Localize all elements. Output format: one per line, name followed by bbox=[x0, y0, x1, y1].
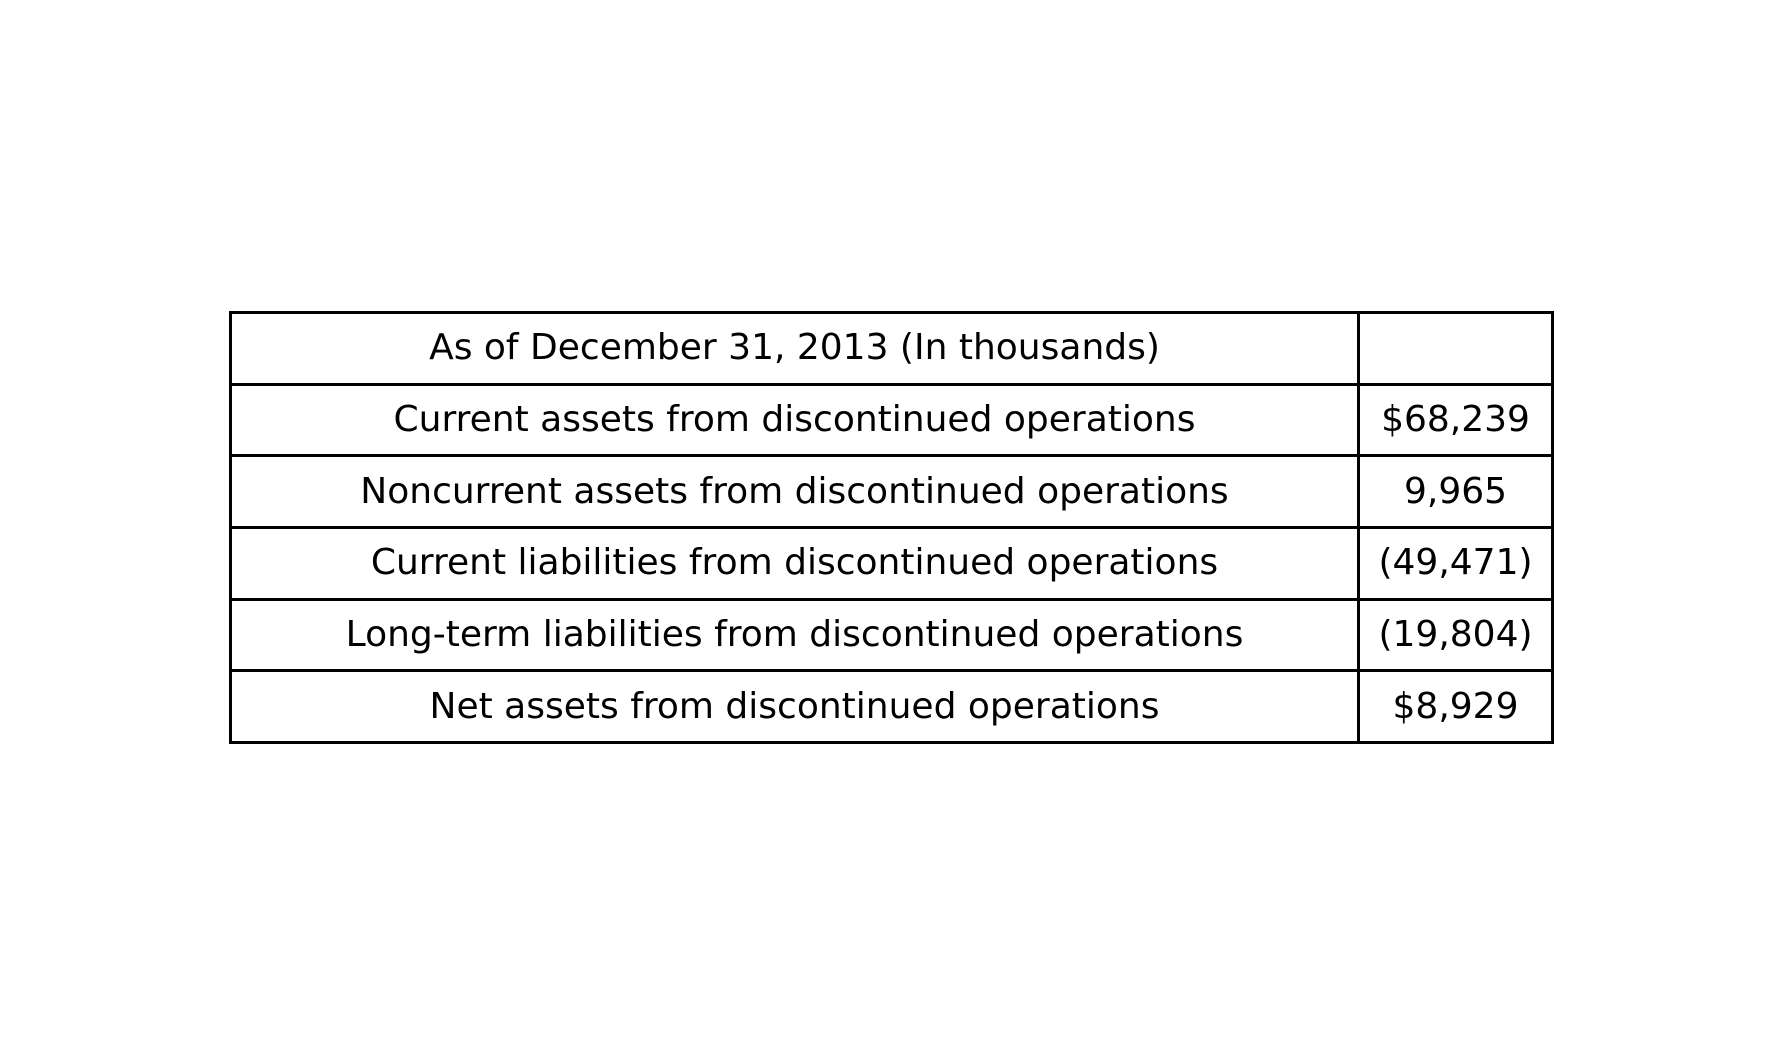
table-row: Current liabilities from discontinued op… bbox=[229, 525, 1554, 601]
row-label-cell: Current liabilities from discontinued op… bbox=[229, 525, 1360, 601]
row-value-cell: 9,965 bbox=[1357, 454, 1554, 529]
row-value-cell: $8,929 bbox=[1357, 669, 1554, 744]
financial-table: As of December 31, 2013 (In thousands) C… bbox=[229, 311, 1554, 744]
table-row: Current assets from discontinued operati… bbox=[229, 382, 1554, 458]
row-label-cell: Long-term liabilities from discontinued … bbox=[229, 597, 1360, 673]
table-row: Net assets from discontinued operations … bbox=[229, 669, 1554, 744]
table-row: Noncurrent assets from discontinued oper… bbox=[229, 454, 1554, 529]
row-label-cell: Net assets from discontinued operations bbox=[229, 669, 1360, 744]
row-value-cell: (49,471) bbox=[1357, 525, 1554, 601]
header-label-cell: As of December 31, 2013 (In thousands) bbox=[229, 311, 1360, 386]
row-label-cell: Current assets from discontinued operati… bbox=[229, 382, 1360, 458]
header-value-cell bbox=[1357, 311, 1554, 386]
row-value-cell: (19,804) bbox=[1357, 597, 1554, 673]
row-label-cell: Noncurrent assets from discontinued oper… bbox=[229, 454, 1360, 529]
row-value-cell: $68,239 bbox=[1357, 382, 1554, 458]
table-row: Long-term liabilities from discontinued … bbox=[229, 597, 1554, 673]
table-header-row: As of December 31, 2013 (In thousands) bbox=[229, 311, 1554, 386]
